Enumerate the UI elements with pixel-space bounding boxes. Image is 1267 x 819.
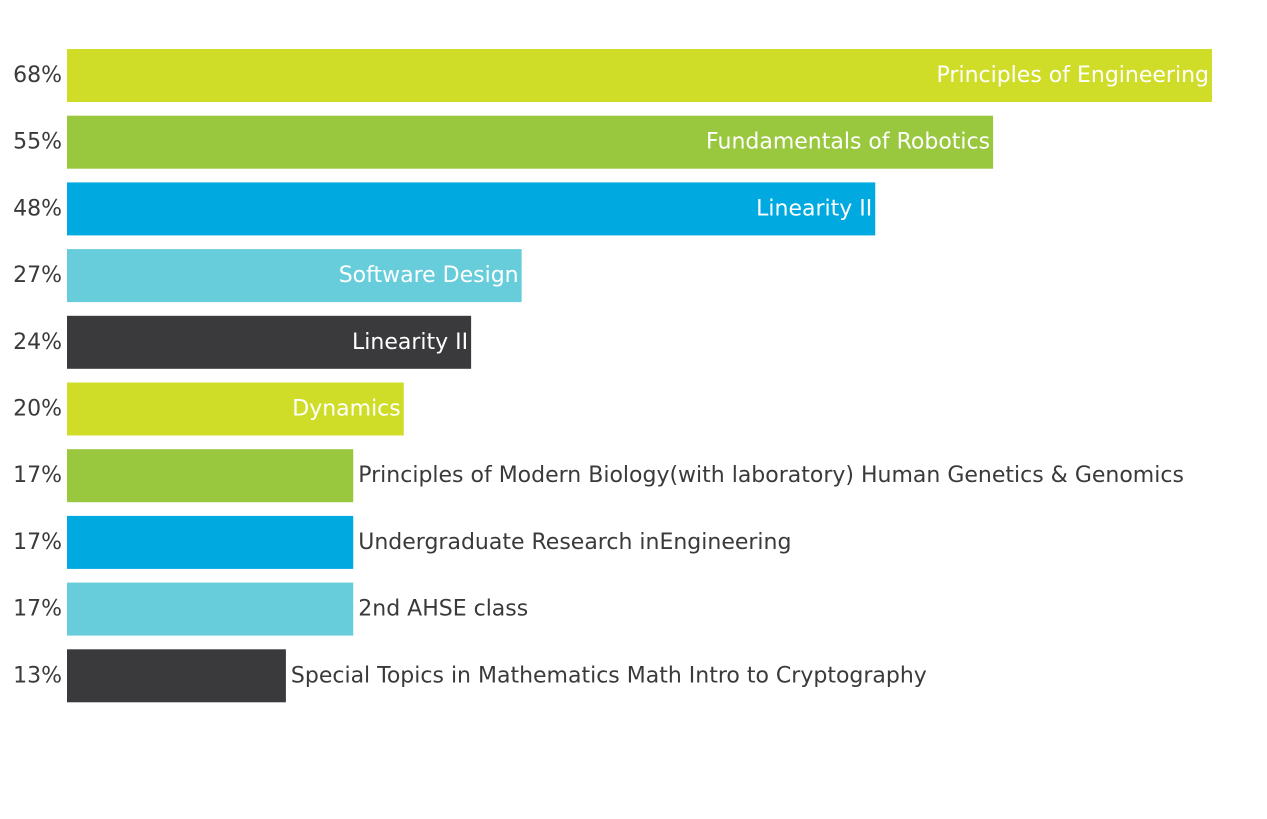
bar-row: 68% Principles of Engineering [13,49,1212,102]
bar-row: 17% Undergraduate Research inEngineering [13,515,791,569]
bar [67,182,876,236]
value-label: 17% [13,597,62,622]
bar [67,249,522,303]
bar-row: 17% Principles of Modern Biology(with lab… [13,449,1184,503]
category-label: Linearity II [756,196,872,221]
bar-row: 55% Fundamentals of Robotics [13,115,994,169]
bar-row: 27% Software Design [13,249,522,303]
bar-row: 13% Special Topics in Mathematics Math In… [13,649,927,703]
value-label: 24% [13,330,62,355]
value-label: 27% [13,263,62,288]
category-label: Software Design [339,263,519,288]
category-label: 2nd AHSE class [358,597,528,622]
value-label: 13% [13,663,62,688]
category-label: Principles of Engineering [937,63,1209,88]
bar [67,315,472,369]
value-label: 48% [13,196,62,221]
bar-row: 20% Dynamics [13,382,404,436]
bar [67,515,354,569]
category-label: Undergraduate Research inEngineering [358,530,791,555]
bar-row: 17% 2nd AHSE class [13,582,528,636]
bar [67,49,1212,102]
category-label: Dynamics [292,397,401,422]
bar-row: 24% Linearity II [13,315,472,369]
category-label: Linearity II [352,330,468,355]
bar [67,115,994,169]
bar [67,582,354,636]
category-label: Special Topics in Mathematics Math Intro… [291,663,927,688]
bar [67,382,404,436]
bar-row: 48% Linearity II [13,182,876,236]
value-label: 17% [13,463,62,488]
value-label: 68% [13,63,62,88]
value-label: 20% [13,397,62,422]
category-label: Principles of Modern Biology(with labora… [358,463,1184,488]
value-label: 55% [13,130,62,155]
bar [67,449,354,503]
bar [67,649,286,703]
category-label: Fundamentals of Robotics [706,130,990,155]
value-label: 17% [13,530,62,555]
